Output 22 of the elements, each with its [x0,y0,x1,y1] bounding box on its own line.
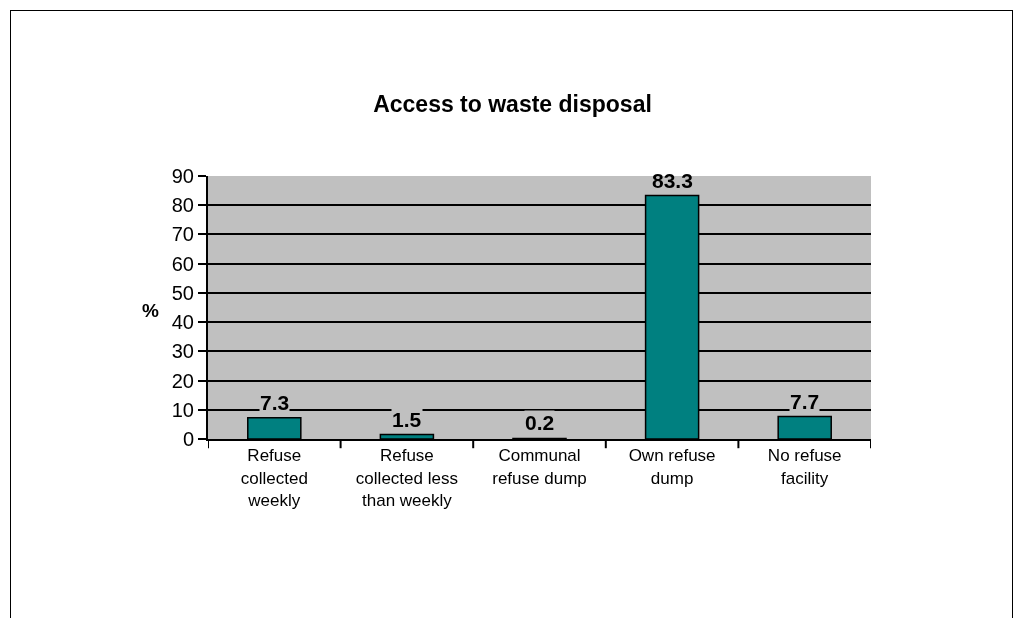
data-label: 7.7 [790,390,820,413]
y-tick-label: 70 [171,223,194,246]
y-tick-label: 10 [171,398,194,421]
x-tick-label: No refuse facility [767,446,842,488]
y-tick-label: 80 [171,194,194,217]
y-tick-label: 90 [171,165,194,187]
data-label: 7.3 [260,391,290,414]
x-tick-label: Refuse collected less than weekly [355,446,458,510]
x-tick-label: Communal refuse dump [492,446,587,488]
chart-title: Access to waste disposal [373,91,652,118]
y-tick-label: 40 [171,311,194,334]
data-label: 1.5 [392,408,422,431]
y-axis-title: % [142,300,159,321]
x-tick-label: Own refuse dump [628,446,716,488]
x-tick-label: Refuse collected weekly [240,446,308,510]
y-tick-label: 50 [171,281,194,304]
y-tick-label: 0 [182,428,194,450]
y-tick-label: 60 [171,252,194,275]
data-label: 0.2 [525,411,555,434]
data-label: 83.3 [652,169,693,192]
y-tick-label: 30 [171,340,194,363]
y-tick-label: 20 [171,369,194,392]
